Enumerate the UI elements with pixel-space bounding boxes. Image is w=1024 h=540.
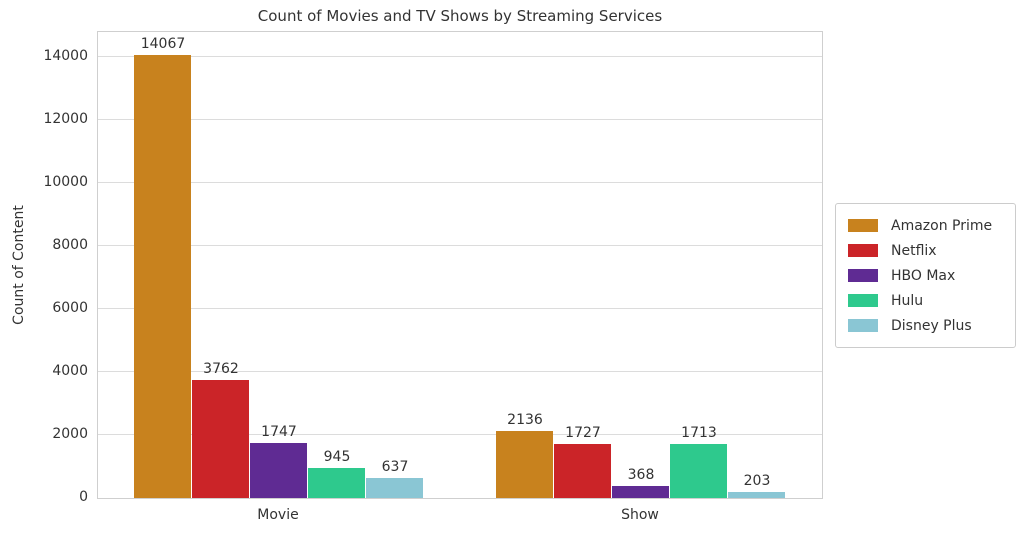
legend-label: Netflix: [891, 242, 937, 259]
bar-hbo-max-movie: [250, 443, 307, 498]
gridline: [98, 182, 822, 184]
bar-value-label: 368: [627, 467, 655, 484]
bar-value-label: 945: [323, 449, 351, 466]
y-tick-label: 14000: [43, 48, 88, 65]
bar-netflix-show: [554, 443, 611, 498]
x-tick-label-show: Show: [621, 507, 659, 523]
legend-swatch-hbo-max: [848, 269, 878, 282]
gridline: [98, 371, 822, 373]
legend-item-amazon-prime: Amazon Prime: [848, 213, 1003, 238]
bar-amazon-prime-show: [496, 430, 553, 498]
bar-disney-plus-show: [728, 491, 785, 498]
gridline: [98, 434, 822, 436]
legend-item-hbo-max: HBO Max: [848, 263, 1003, 288]
bar-hulu-show: [670, 444, 727, 498]
bar-hulu-movie: [308, 468, 365, 498]
legend-label: Amazon Prime: [891, 217, 993, 234]
y-tick-label: 8000: [52, 237, 88, 254]
bar-value-label: 14067: [140, 36, 186, 53]
bar-value-label: 1747: [261, 424, 297, 440]
y-tick-label: 4000: [52, 363, 88, 380]
legend-item-netflix: Netflix: [848, 238, 1003, 263]
legend-label: Disney Plus: [891, 317, 972, 334]
x-tick-label-movie: Movie: [257, 507, 299, 523]
legend-swatch-netflix: [848, 244, 878, 257]
plot-area: 14067 3762 1747 945 637 2136 1727 368 1713 203: [97, 31, 823, 499]
y-tick-label: 12000: [43, 111, 88, 128]
legend-swatch-disney-plus: [848, 319, 878, 332]
bar-value-label: 2136: [507, 411, 543, 428]
legend-item-disney-plus: Disney Plus: [848, 313, 1003, 338]
gridline: [98, 308, 822, 310]
chart-title: Count of Movies and TV Shows by Streamin…: [257, 7, 663, 25]
bar-value-label: 203: [743, 472, 771, 489]
legend-swatch-amazon-prime: [848, 219, 878, 232]
bar-hbo-max-show: [612, 486, 669, 498]
legend: Amazon Prime Netflix HBO Max Hulu Disney Plu…: [835, 203, 1016, 348]
legend-swatch-hulu: [848, 294, 878, 307]
y-tick-label: 6000: [52, 300, 88, 317]
gridline: [98, 245, 822, 247]
bar-netflix-movie: [192, 379, 249, 498]
gridline: [98, 119, 822, 121]
bar-value-label: 3762: [203, 360, 239, 377]
legend-label: Hulu: [891, 292, 924, 309]
gridline: [98, 56, 822, 58]
bar-value-label: 1727: [565, 424, 601, 441]
bar-value-label: 637: [381, 458, 409, 475]
y-tick-label: 10000: [43, 174, 88, 191]
bar-amazon-prime-movie: [134, 55, 191, 498]
bar-disney-plus-movie: [366, 477, 423, 498]
y-tick-label: 2000: [52, 426, 88, 443]
legend-item-hulu: Hulu: [848, 288, 1003, 313]
bar-value-label: 1713: [681, 425, 717, 442]
y-tick-label: 0: [79, 489, 88, 505]
legend-label: HBO Max: [891, 267, 956, 284]
